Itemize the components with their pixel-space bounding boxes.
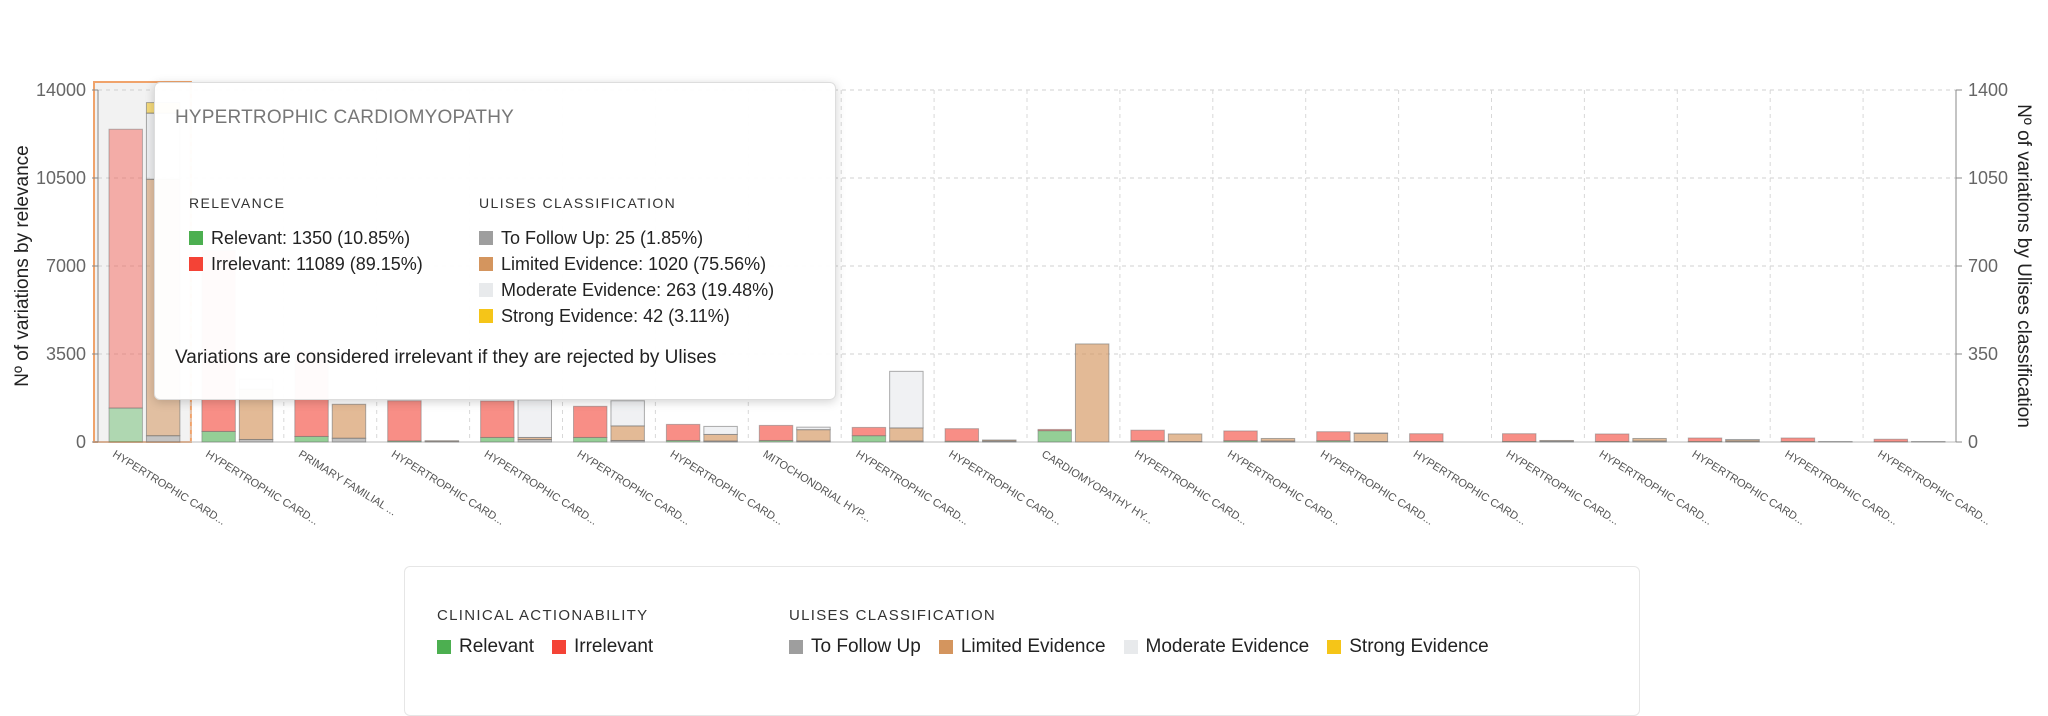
y-left-tick-label: 14000 — [36, 80, 86, 100]
bar-irrelevant — [574, 406, 607, 437]
relevant-swatch — [189, 231, 203, 245]
y-right-tick-label: 1400 — [1968, 80, 2008, 100]
y-left-tick-label: 7000 — [46, 256, 86, 276]
bar-irrelevant — [1038, 429, 1071, 430]
bar-limited-evidence — [704, 434, 737, 441]
y-right-tick-label: 1050 — [1968, 168, 2008, 188]
bar-relevant — [295, 436, 328, 442]
y-left-tick-label: 10500 — [36, 168, 86, 188]
legend-clinical-section: CLINICAL ACTIONABILITY Relevant Irreleva… — [437, 607, 671, 658]
to-follow-up-swatch — [789, 640, 803, 654]
bar-irrelevant — [109, 129, 142, 408]
x-category-label: PRIMARY FAMILIAL ... — [296, 448, 398, 518]
bar-irrelevant — [1131, 430, 1164, 441]
bar-irrelevant — [1317, 432, 1350, 441]
bar-irrelevant — [1503, 434, 1536, 442]
bar-limited-evidence — [1633, 438, 1666, 441]
legend-item-limited-evidence[interactable]: Limited Evidence — [939, 636, 1106, 658]
bar-moderate-evidence — [518, 400, 551, 438]
y-left-tick-label: 3500 — [46, 344, 86, 364]
bar-to-follow-up — [332, 438, 365, 442]
bar-limited-evidence — [983, 440, 1016, 441]
bar-irrelevant — [1224, 431, 1257, 441]
y-right-tick-label: 350 — [1968, 344, 1998, 364]
bar-relevant — [481, 437, 514, 442]
bar-irrelevant — [945, 429, 978, 442]
bar-limited-evidence — [1075, 344, 1108, 442]
relevant-swatch — [437, 640, 451, 654]
y-axis-left-title: Nº of variations by relevance — [12, 145, 33, 386]
bar-moderate-evidence — [797, 427, 830, 430]
bar-irrelevant — [666, 424, 699, 440]
to-follow-up-swatch — [479, 231, 493, 245]
irrelevant-swatch — [552, 640, 566, 654]
y-left-tick-label: 0 — [76, 432, 86, 452]
bar-limited-evidence — [1540, 440, 1573, 441]
bar-to-follow-up — [1819, 441, 1852, 442]
tooltip-relevance-section: RELEVANCE Relevant: 1350 (10.85%) Irrele… — [189, 195, 423, 277]
y-right-tick-label: 0 — [1968, 432, 1978, 452]
irrelevant-swatch — [189, 257, 203, 271]
tooltip-row-irrelevant: Irrelevant: 11089 (89.15%) — [189, 251, 423, 277]
tooltip-row-strong-evidence: Strong Evidence: 42 (3.11%) — [479, 303, 774, 329]
legend-item-to-follow-up[interactable]: To Follow Up — [789, 636, 921, 658]
bar-irrelevant — [1874, 439, 1907, 442]
bar-limited-evidence — [1168, 434, 1201, 442]
tooltip-relevance-heading: RELEVANCE — [189, 195, 423, 211]
bar-relevant — [109, 408, 142, 442]
tooltip-ulises-heading: ULISES CLASSIFICATION — [479, 195, 774, 211]
bar-irrelevant — [1410, 434, 1443, 442]
tooltip-note: Variations are considered irrelevant if … — [175, 347, 716, 369]
legend: CLINICAL ACTIONABILITY Relevant Irreleva… — [404, 566, 1640, 716]
bar-relevant — [574, 437, 607, 442]
bar-moderate-evidence — [1726, 439, 1759, 440]
bar-irrelevant — [388, 401, 421, 441]
strong-evidence-swatch — [479, 309, 493, 323]
legend-item-irrelevant[interactable]: Irrelevant — [552, 636, 653, 658]
bar-moderate-evidence — [704, 426, 737, 434]
bar-moderate-evidence — [611, 401, 644, 426]
bar-to-follow-up — [146, 436, 179, 442]
bar-relevant — [852, 436, 885, 442]
bar-limited-evidence — [332, 404, 365, 438]
bar-relevant — [202, 431, 235, 442]
tooltip-title: HYPERTROPHIC CARDIOMYOPATHY — [175, 107, 514, 129]
bar-to-follow-up — [1912, 441, 1945, 442]
limited-evidence-swatch — [479, 257, 493, 271]
limited-evidence-swatch — [939, 640, 953, 654]
legend-item-moderate-evidence[interactable]: Moderate Evidence — [1124, 636, 1310, 658]
y-axis-right-title: Nº of variations by Ulises classificatio… — [2013, 104, 2034, 428]
legend-item-relevant[interactable]: Relevant — [437, 636, 534, 658]
tooltip-row-limited-evidence: Limited Evidence: 1020 (75.56%) — [479, 251, 774, 277]
bar-limited-evidence — [425, 441, 458, 442]
legend-clinical-heading: CLINICAL ACTIONABILITY — [437, 607, 671, 624]
legend-ulises-section: ULISES CLASSIFICATION To Follow Up Limit… — [789, 607, 1507, 658]
bar-irrelevant — [759, 425, 792, 440]
tooltip-row-to-follow-up: To Follow Up: 25 (1.85%) — [479, 225, 774, 251]
bar-limited-evidence — [611, 426, 644, 441]
bar-moderate-evidence — [890, 371, 923, 428]
tooltip-row-relevant: Relevant: 1350 (10.85%) — [189, 225, 423, 251]
legend-item-strong-evidence[interactable]: Strong Evidence — [1327, 636, 1488, 658]
bar-limited-evidence — [797, 430, 830, 441]
bar-limited-evidence — [1354, 433, 1387, 441]
bar-irrelevant — [1781, 438, 1814, 442]
bar-irrelevant — [852, 427, 885, 435]
chart-tooltip: HYPERTROPHIC CARDIOMYOPATHY RELEVANCE Re… — [154, 82, 836, 400]
tooltip-ulises-section: ULISES CLASSIFICATION To Follow Up: 25 (… — [479, 195, 774, 329]
bar-limited-evidence — [890, 428, 923, 441]
legend-ulises-heading: ULISES CLASSIFICATION — [789, 607, 1507, 624]
bar-limited-evidence — [1261, 438, 1294, 441]
bar-irrelevant — [1688, 438, 1721, 442]
moderate-evidence-swatch — [1124, 640, 1138, 654]
y-right-tick-label: 700 — [1968, 256, 1998, 276]
strong-evidence-swatch — [1327, 640, 1341, 654]
bar-irrelevant — [481, 401, 514, 437]
bar-relevant — [1038, 431, 1071, 442]
bar-irrelevant — [1595, 434, 1628, 442]
tooltip-row-moderate-evidence: Moderate Evidence: 263 (19.48%) — [479, 277, 774, 303]
moderate-evidence-swatch — [479, 283, 493, 297]
bar-moderate-evidence — [1354, 433, 1387, 434]
